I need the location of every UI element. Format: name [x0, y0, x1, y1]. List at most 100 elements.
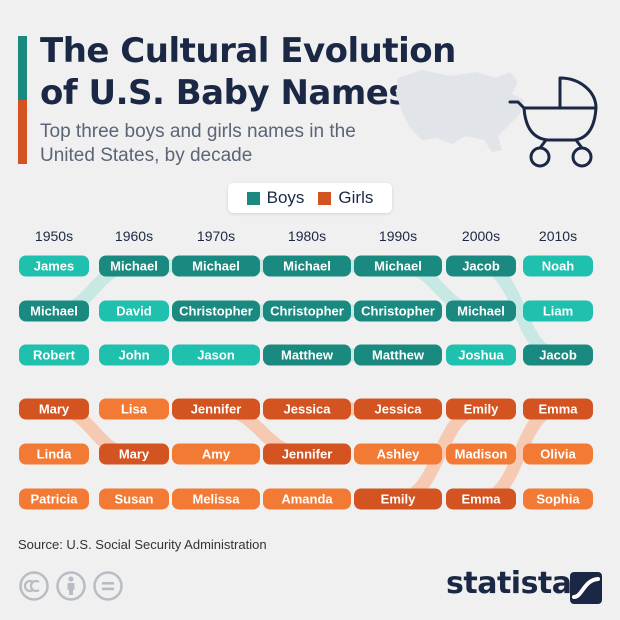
- name-pill: [263, 398, 351, 420]
- creative-commons-icon: [19, 571, 49, 601]
- decade-label: 2010s: [539, 228, 577, 244]
- name-label: Michael: [374, 259, 422, 274]
- name-pill: [19, 300, 89, 322]
- decade-axis: 1950s 1960s 1970s 1980s 1990s 2000s 2010s: [35, 228, 577, 244]
- name-label: David: [116, 304, 151, 319]
- name-pill: [19, 443, 89, 465]
- legend-item-girls: Girls: [318, 188, 373, 208]
- name-pill: [263, 255, 351, 277]
- baby-stroller-icon: [508, 76, 598, 168]
- attribution-icon: [56, 571, 86, 601]
- name-pill: [263, 344, 351, 366]
- name-pill: [19, 398, 89, 420]
- name-pill: [446, 488, 516, 510]
- name-label: John: [118, 348, 149, 363]
- title-accent-bar-orange: [18, 100, 27, 164]
- chart-legend: Boys Girls: [228, 183, 392, 213]
- name-label: Jessica: [284, 402, 332, 417]
- name-pill: [446, 255, 516, 277]
- name-label: Jacob: [462, 259, 500, 274]
- name-pill: [446, 344, 516, 366]
- name-label: Mary: [119, 447, 150, 462]
- name-pill: [99, 255, 169, 277]
- name-label: James: [34, 259, 74, 274]
- name-label: Jennifer: [191, 402, 242, 417]
- decade-label: 2000s: [462, 228, 500, 244]
- name-pill: [523, 443, 593, 465]
- name-label: Mary: [39, 402, 70, 417]
- us-map-icon: [396, 70, 524, 152]
- name-label: Jennifer: [282, 447, 333, 462]
- name-pill: [172, 255, 260, 277]
- name-pill: [19, 255, 89, 277]
- decade-label: 1970s: [197, 228, 235, 244]
- name-label: Emma: [538, 402, 578, 417]
- name-label: Emma: [461, 492, 501, 507]
- legend-label-boys: Boys: [266, 188, 305, 207]
- name-pill: [172, 344, 260, 366]
- name-pill: [446, 300, 516, 322]
- page-subtitle: Top three boys and girls names in the Un…: [40, 121, 356, 166]
- name-label: Emily: [464, 402, 499, 417]
- name-pill: [19, 344, 89, 366]
- name-pill: [446, 443, 516, 465]
- name-label: Matthew: [281, 348, 334, 363]
- statista-logo-icon: [570, 572, 602, 604]
- name-pill: [99, 300, 169, 322]
- page-title: The Cultural Evolution of U.S. Baby Name…: [40, 31, 456, 113]
- name-label: Robert: [33, 348, 76, 363]
- name-label: Jacob: [539, 348, 577, 363]
- decade-label: 1960s: [115, 228, 153, 244]
- name-label: Noah: [542, 259, 575, 274]
- name-pill: [19, 488, 89, 510]
- name-label: Liam: [543, 304, 573, 319]
- name-pill: [99, 344, 169, 366]
- title-accent-bar-teal: [18, 36, 27, 100]
- name-pill: [354, 344, 442, 366]
- name-label: Michael: [283, 259, 331, 274]
- name-pill: [354, 443, 442, 465]
- name-pill: [354, 398, 442, 420]
- name-pill: [523, 488, 593, 510]
- statista-wordmark: statista: [446, 566, 572, 601]
- name-label: Ashley: [377, 447, 420, 462]
- legend-swatch-girls: [318, 191, 332, 205]
- name-pill: [99, 443, 169, 465]
- legend-label-girls: Girls: [338, 188, 374, 207]
- name-label: Susan: [114, 492, 153, 507]
- decade-label: 1990s: [379, 228, 417, 244]
- legend-swatch-boys: [246, 191, 260, 205]
- name-pill: [446, 398, 516, 420]
- name-label: Olivia: [540, 447, 576, 462]
- name-pill: [354, 300, 442, 322]
- name-pill: [172, 300, 260, 322]
- name-label: Michael: [30, 304, 78, 319]
- name-label: Sophia: [536, 492, 580, 507]
- name-pill: [263, 488, 351, 510]
- name-pill: [523, 300, 593, 322]
- name-label: Amanda: [281, 492, 333, 507]
- name-pill: [523, 255, 593, 277]
- name-pills: James Michael Robert Michael David John Michae…: [19, 255, 593, 510]
- name-label: Matthew: [372, 348, 425, 363]
- name-label: Michael: [457, 304, 505, 319]
- name-label: Patricia: [31, 492, 79, 507]
- name-pill: [354, 488, 442, 510]
- name-pill: [263, 443, 351, 465]
- name-pill: [172, 398, 260, 420]
- decade-label: 1980s: [288, 228, 326, 244]
- name-label: Linda: [37, 447, 72, 462]
- name-label: Jessica: [375, 402, 423, 417]
- name-label: Christopher: [270, 304, 344, 319]
- name-label: Madison: [455, 447, 508, 462]
- legend-item-boys: Boys: [246, 188, 305, 208]
- name-label: Christopher: [361, 304, 435, 319]
- name-pill: [523, 344, 593, 366]
- name-label: Christopher: [179, 304, 253, 319]
- name-label: Joshua: [458, 348, 504, 363]
- name-pill: [354, 255, 442, 277]
- name-pill: [172, 443, 260, 465]
- license-icons: [19, 571, 123, 601]
- name-label: Amy: [202, 447, 231, 462]
